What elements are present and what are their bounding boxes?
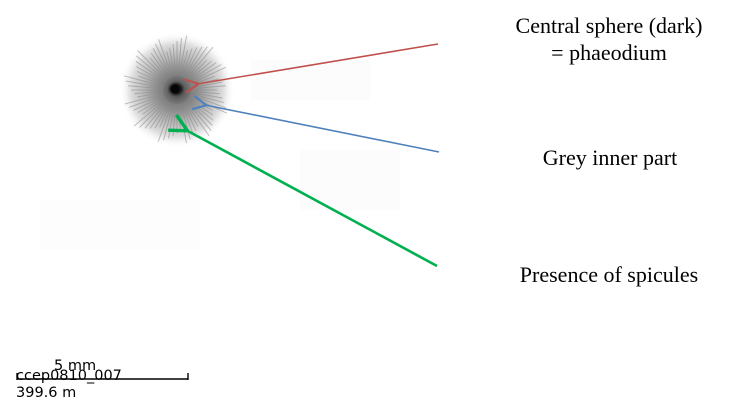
central-sphere-label-line2: = phaeodium — [551, 40, 667, 65]
spicule-line — [124, 93, 164, 105]
spicule-line — [183, 46, 203, 79]
spicule-line — [138, 75, 164, 86]
spicule-line — [186, 59, 208, 81]
spicule-line — [159, 102, 172, 128]
spicule-line — [150, 52, 170, 79]
spicule-line — [137, 50, 168, 81]
spicule-line — [125, 80, 164, 89]
spicule-line — [133, 95, 165, 111]
spicule-line — [128, 94, 164, 108]
spicule-line — [136, 66, 166, 84]
spicule-line — [135, 60, 166, 83]
scale-bar-label: 5 mm — [54, 358, 97, 374]
spicule-line — [137, 91, 164, 98]
spicule-line — [139, 99, 168, 128]
depth-label: 399.6 m — [16, 385, 77, 401]
spicule-line — [154, 101, 171, 129]
spicule-line — [184, 46, 208, 79]
spicule-line — [178, 35, 188, 77]
spicule-line — [128, 85, 164, 90]
spicule-line — [136, 70, 165, 85]
scale-bar — [16, 373, 189, 380]
background-noise — [40, 60, 400, 250]
spicule-line — [152, 48, 171, 79]
spicule-line — [149, 57, 169, 80]
spicule-line — [149, 101, 170, 129]
spicule-line — [183, 101, 199, 127]
spicule-line — [158, 39, 173, 77]
spicule-line — [180, 50, 189, 77]
spicule-line — [182, 47, 198, 78]
spicule-line — [133, 98, 167, 127]
spicule-line — [184, 101, 210, 137]
grey-inner-part-label: Grey inner part — [542, 145, 678, 170]
spicules-label: Presence of spicules — [519, 262, 699, 287]
spicule-line — [186, 99, 213, 126]
central-sphere-label-line1: Central sphere (dark) — [515, 13, 703, 38]
spicule-line — [144, 100, 169, 129]
phaeodium-arrow — [197, 43, 439, 84]
spicule-line — [166, 51, 174, 77]
spicule-line — [185, 100, 212, 131]
spicule-line — [157, 103, 173, 142]
spicule-line — [142, 97, 166, 115]
spicule-line — [137, 96, 166, 113]
spicule-line — [136, 55, 167, 82]
sample-id-label: ccep0810_007 — [16, 368, 122, 384]
spicule-line — [169, 47, 176, 77]
phaeodarian-specimen-icon — [119, 32, 235, 148]
spicule-line — [123, 75, 164, 87]
spicule-line — [134, 90, 164, 95]
spicule-line — [172, 44, 177, 77]
spicule-line — [154, 43, 172, 78]
spicule-line — [181, 48, 193, 77]
grey-inner-part-arrow — [205, 105, 440, 153]
central-sphere-label: Central sphere (dark) = phaeodium — [468, 12, 749, 66]
spicule-line — [177, 38, 182, 77]
spicules-arrow — [186, 130, 438, 268]
spicule-line — [185, 46, 214, 80]
spicule-line — [187, 60, 212, 82]
